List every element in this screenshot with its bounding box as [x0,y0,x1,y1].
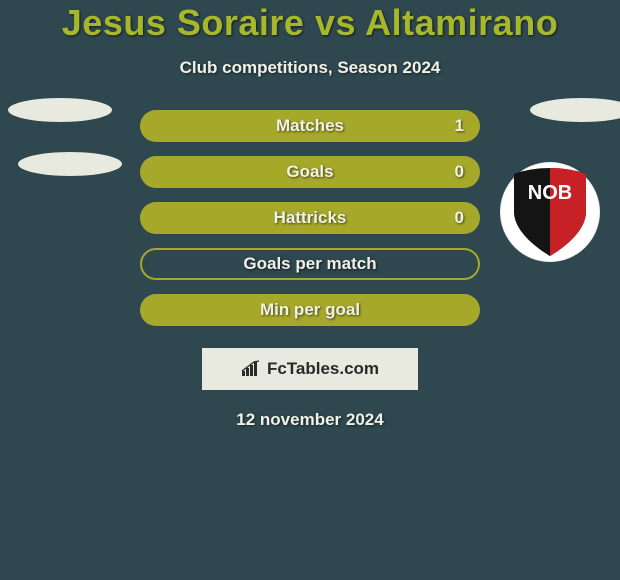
page-root: Jesus Soraire vs Altamirano Club competi… [0,0,620,580]
stat-value: 1 [455,116,464,136]
stat-bar-min-per-goal: Min per goal [140,294,480,326]
stat-bar-matches: Matches 1 [140,110,480,142]
stat-bar-goals-per-match: Goals per match [140,248,480,280]
stat-bar-goals: Goals 0 [140,156,480,188]
stat-label: Goals per match [243,254,376,274]
page-subtitle: Club competitions, Season 2024 [180,58,441,78]
brand-text: FcTables.com [267,359,379,379]
brand-box: FcTables.com [202,348,418,390]
left-ellipse-1 [8,98,112,122]
stat-value: 0 [455,162,464,182]
badge-text: NOB [528,182,572,204]
stat-label: Matches [276,116,344,136]
stat-value: 0 [455,208,464,228]
date-text: 12 november 2024 [236,410,383,430]
shield-icon: NOB [508,166,592,258]
stat-label: Goals [286,162,333,182]
stat-bar-hattricks: Hattricks 0 [140,202,480,234]
team-badge: NOB [500,162,600,262]
page-title: Jesus Soraire vs Altamirano [62,2,558,44]
stat-label: Hattricks [274,208,347,228]
stats-area: NOB Matches 1 Goals 0 Hattricks 0 Goals … [0,110,620,326]
left-ellipse-2 [18,152,122,176]
bar-chart-icon [241,360,263,378]
stat-label: Min per goal [260,300,360,320]
